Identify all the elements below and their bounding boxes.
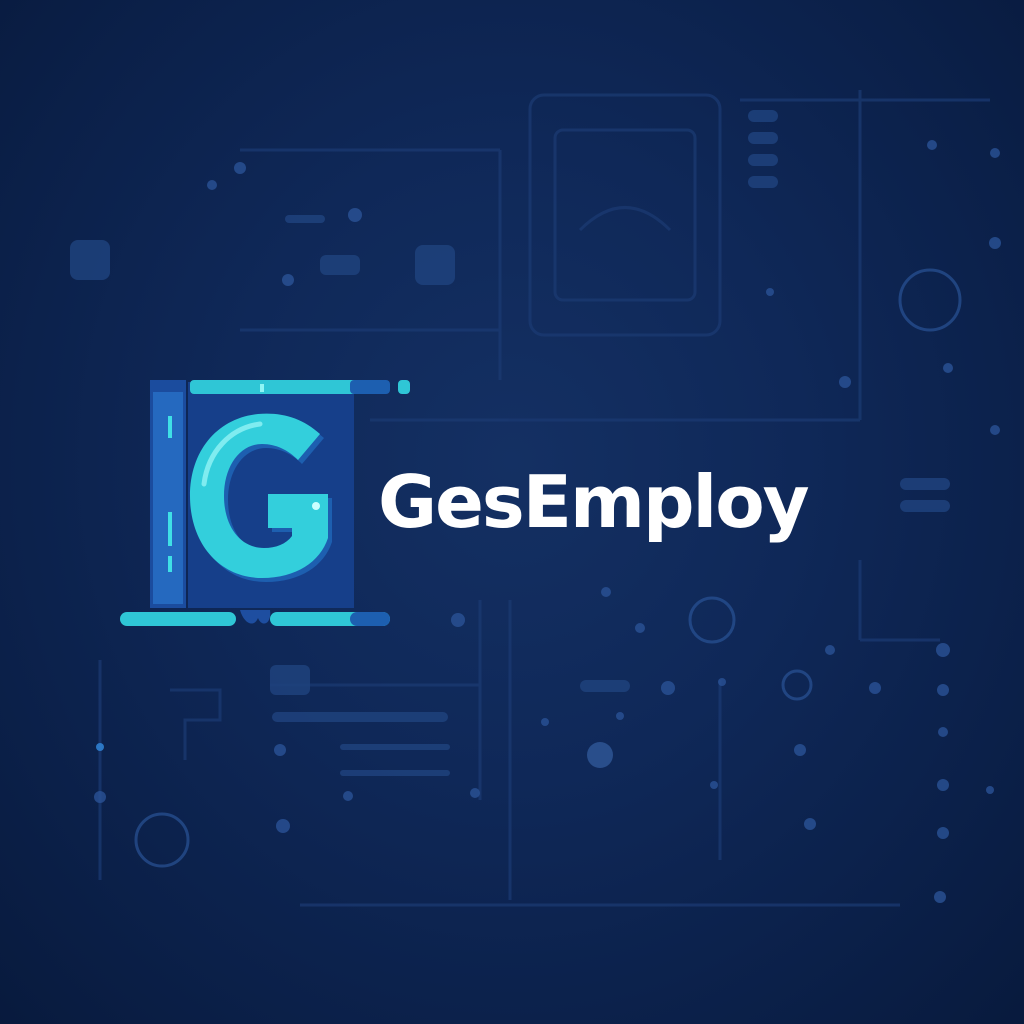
- g-monogram-icon: [120, 380, 410, 626]
- brand-wordmark: GesEmploy: [378, 460, 810, 544]
